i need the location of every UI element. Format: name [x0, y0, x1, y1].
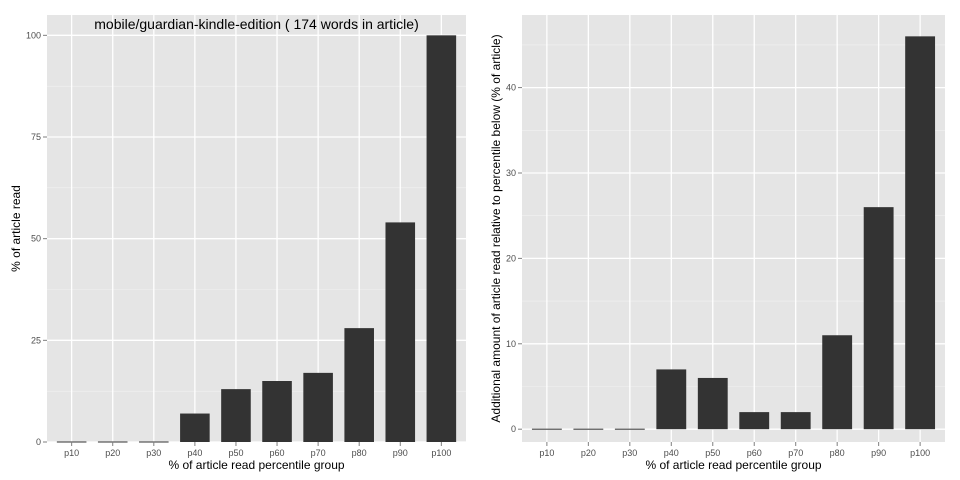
- bar-p60: [262, 381, 292, 442]
- y-tick-label: 100: [26, 30, 41, 40]
- x-tick-label: p60: [270, 448, 285, 458]
- x-tick-label: p80: [352, 448, 367, 458]
- bar-p100: [905, 36, 936, 430]
- x-axis-label: % of article read percentile group: [168, 458, 344, 472]
- x-tick-label: p100: [910, 448, 930, 458]
- x-tick-label: p50: [228, 448, 243, 458]
- y-tick-label: 10: [506, 339, 516, 349]
- x-tick-label: p70: [788, 448, 803, 458]
- bar-p30: [614, 428, 645, 430]
- y-tick-label: 75: [31, 132, 41, 142]
- x-tick-label: p70: [311, 448, 326, 458]
- bar-p80: [822, 335, 853, 430]
- bar-p70: [303, 372, 333, 442]
- bar-p10: [531, 428, 562, 430]
- y-tick-label: 30: [506, 168, 516, 178]
- bar-p100: [426, 35, 457, 442]
- y-tick-label: 25: [31, 335, 41, 345]
- chart-title: mobile/guardian-kindle-edition ( 174 wor…: [94, 16, 419, 32]
- x-tick-label: p30: [622, 448, 637, 458]
- x-tick-label: p60: [747, 448, 762, 458]
- bar-p60: [739, 412, 770, 430]
- bar-p40: [180, 413, 210, 442]
- bar-p50: [697, 377, 728, 430]
- x-axis-label: % of article read percentile group: [645, 458, 821, 472]
- y-tick-label: 20: [506, 253, 516, 263]
- x-tick-label: p100: [431, 448, 451, 458]
- y-axis-label: % of article read: [9, 185, 23, 272]
- y-tick-label: 0: [36, 437, 41, 447]
- bar-p50: [221, 389, 251, 442]
- bar-p20: [573, 428, 604, 430]
- y-tick-label: 40: [506, 83, 516, 93]
- x-tick-label: p90: [393, 448, 408, 458]
- x-tick-label: p20: [105, 448, 120, 458]
- x-tick-label: p40: [187, 448, 202, 458]
- x-tick-label: p10: [539, 448, 554, 458]
- x-tick-label: p40: [664, 448, 679, 458]
- chart-right: 0 10 20 30 40 p10 p20 p30 p40 p50 p60 p70 p80 p90 p100…: [489, 15, 945, 472]
- y-tick-label: 50: [31, 234, 41, 244]
- x-tick-label: p20: [581, 448, 596, 458]
- bar-p90: [863, 207, 894, 430]
- bar-p40: [656, 369, 687, 430]
- y-axis-label: Additional amount of article read relati…: [489, 34, 503, 422]
- bar-p90: [385, 222, 416, 442]
- x-tick-label: p30: [146, 448, 161, 458]
- x-tick-label: p50: [705, 448, 720, 458]
- bar-p80: [344, 328, 374, 442]
- y-tick-label: 0: [511, 424, 516, 434]
- chart-left: 0 25 50 75 100 p10 p20 p30 p40 p50 p60 p70 p80 p90 p10…: [9, 15, 466, 472]
- x-tick-label: p80: [830, 448, 845, 458]
- bar-p70: [780, 412, 811, 430]
- x-tick-label: p10: [64, 448, 79, 458]
- x-tick-label: p90: [871, 448, 886, 458]
